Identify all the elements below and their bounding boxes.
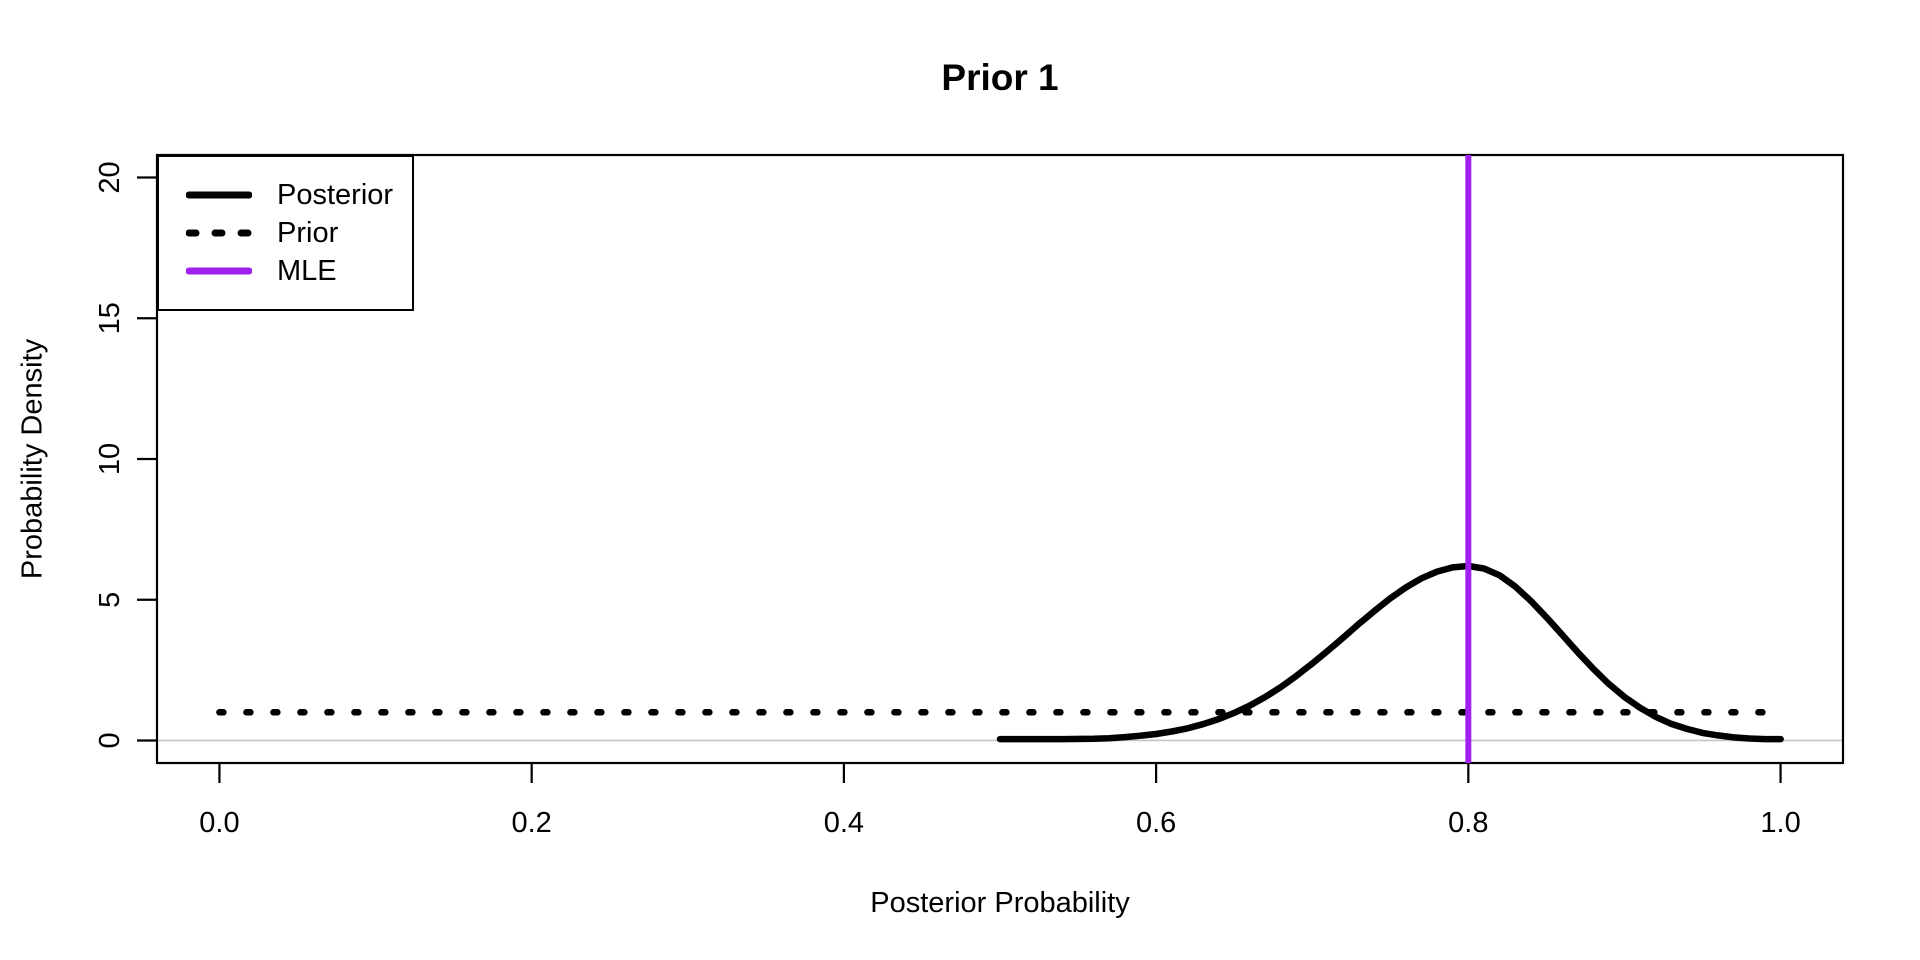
- x-tick-label: 0.6: [1136, 807, 1176, 839]
- posterior-curve: [996, 562, 1784, 743]
- y-tick-label: 20: [94, 161, 126, 193]
- y-tick-label: 5: [94, 592, 126, 608]
- x-tick-label: 0.4: [824, 807, 864, 839]
- x-tick-label: 0.8: [1448, 807, 1488, 839]
- mle-sample-line: [186, 267, 252, 275]
- mle-line-sample-icon: [186, 264, 252, 278]
- legend-label-mle: MLE: [277, 254, 337, 287]
- legend-label-posterior: Posterior: [277, 178, 394, 211]
- x-axis-label: Posterior Probability: [870, 887, 1130, 919]
- legend-item-posterior: Posterior: [159, 176, 412, 214]
- chart-title: Prior 1: [941, 57, 1059, 98]
- y-tick-label: 0: [94, 732, 126, 748]
- legend-item-prior: Prior: [159, 214, 412, 252]
- legend: Posterior Prior MLE: [157, 155, 414, 311]
- prior-sample-line: [186, 229, 252, 237]
- x-tick-label: 0.2: [512, 807, 552, 839]
- x-tick-label: 1.0: [1760, 807, 1800, 839]
- legend-item-mle: MLE: [159, 252, 412, 290]
- y-tick-label: 15: [94, 302, 126, 334]
- posterior-line-sample-icon: [186, 188, 252, 202]
- posterior-sample-line: [186, 191, 252, 199]
- x-tick-label: 0.0: [199, 807, 239, 839]
- prior-line-sample-icon: [186, 226, 252, 240]
- y-tick-label: 10: [94, 443, 126, 475]
- legend-label-prior: Prior: [277, 216, 339, 249]
